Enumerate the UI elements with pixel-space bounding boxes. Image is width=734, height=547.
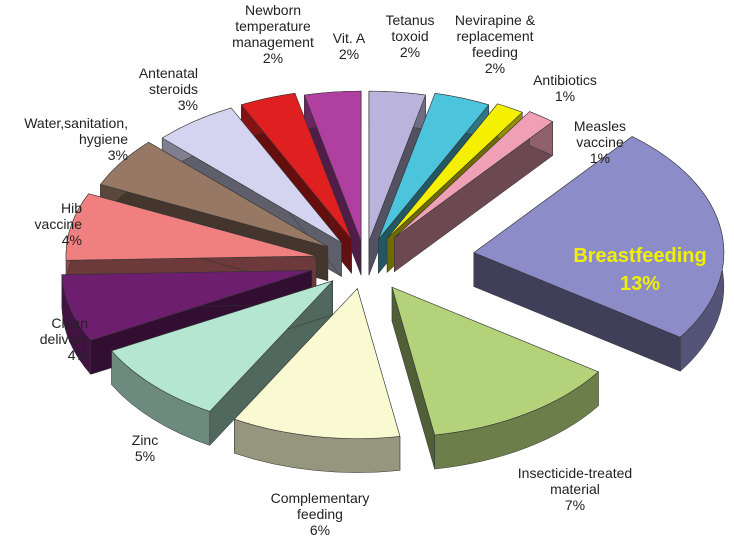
value-label: 3% — [107, 147, 128, 163]
category-label: Hib vaccine — [34, 200, 82, 232]
value-label: 3% — [177, 97, 198, 113]
slice-label: Antenatal steroids 3% — [118, 65, 198, 113]
slice-label: Complementary feeding 6% — [255, 490, 385, 538]
value-label: 2% — [399, 44, 421, 60]
category-label: Vit. A — [332, 30, 366, 46]
category-label: Insecticide-treated material — [517, 465, 633, 497]
value-label: 5% — [134, 448, 156, 464]
slice-label: Insecticide-treated material 7% — [505, 465, 645, 513]
slice-label: Tetanus toxoid 2% — [375, 12, 445, 60]
value-label: 2% — [484, 60, 506, 76]
slice — [391, 286, 599, 436]
value-label: 7% — [564, 497, 586, 513]
slice-label: Measles vaccine 1% — [560, 118, 640, 166]
value-label: 1% — [589, 150, 611, 166]
slice — [394, 111, 554, 238]
category-label: Complementary feeding — [270, 490, 370, 522]
category-label: Newborn temperature management — [232, 2, 314, 50]
slice-label: Newborn temperature management 2% — [218, 2, 328, 66]
slice — [161, 107, 342, 243]
value-label: 4% — [67, 347, 88, 363]
slice — [368, 90, 427, 242]
category-label: Measles vaccine — [573, 118, 627, 150]
slice — [65, 193, 317, 261]
category-label: Antenatal steroids — [138, 65, 198, 97]
value-label: 4% — [61, 232, 82, 248]
category-label: Nevirapine & replacement feeding — [454, 12, 536, 60]
value-label: 2% — [262, 50, 284, 66]
value-label: 13% — [619, 273, 661, 295]
slice-label: Nevirapine & replacement feeding 2% — [440, 12, 550, 76]
slice-label: Zinc 5% — [115, 432, 175, 464]
slice-label: Antibiotics 1% — [520, 72, 610, 104]
slice — [233, 288, 401, 439]
slice-label: Vit. A 2% — [325, 30, 373, 62]
slice — [61, 270, 312, 341]
slice — [111, 280, 334, 412]
slice — [240, 92, 352, 240]
slice — [473, 136, 725, 338]
slice — [378, 92, 490, 240]
value-label: 2% — [338, 46, 360, 62]
category-label: Water,sanitation, hygiene — [24, 115, 128, 147]
value-label: 6% — [309, 522, 331, 538]
category-label: Zinc — [131, 432, 159, 448]
slice-label: Water,sanitation, hygiene 3% — [0, 115, 128, 163]
slice — [386, 103, 523, 239]
category-label: Breastfeeding — [573, 245, 707, 267]
value-label: 1% — [554, 88, 576, 104]
slice-label: Breastfeeding 13% — [545, 242, 734, 298]
slice — [99, 141, 329, 248]
slice-label: Clean delivery 4% — [18, 315, 88, 363]
category-label: Tetanus toxoid — [385, 12, 435, 44]
slice-label: Hib vaccine 4% — [22, 200, 82, 248]
category-label: Antibiotics — [533, 72, 597, 88]
slice — [303, 90, 362, 242]
category-label: Clean delivery — [39, 315, 88, 347]
